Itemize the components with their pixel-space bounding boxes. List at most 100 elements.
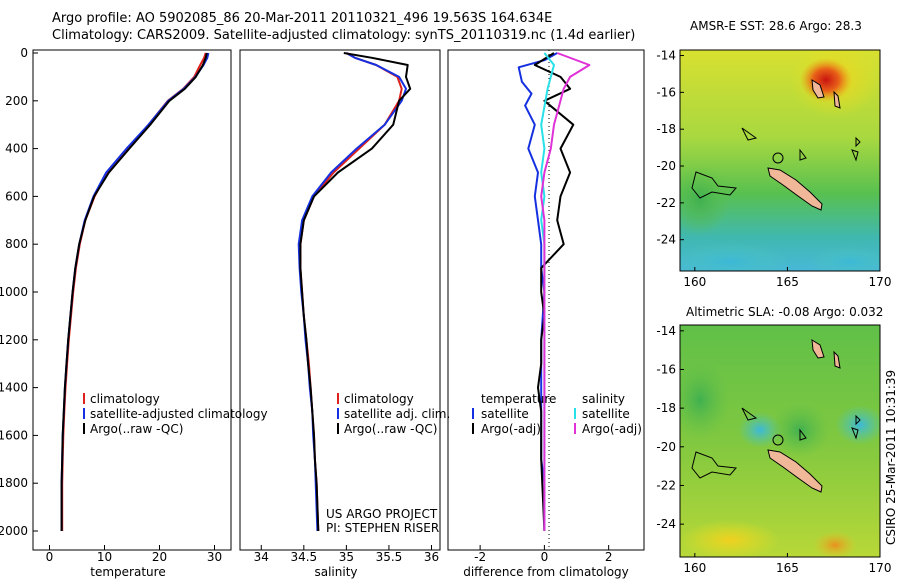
difference-panel-frame: [447, 49, 645, 551]
legend-label-temp-satellite: satellite: [481, 407, 529, 421]
map-y-tick-label: -22: [656, 478, 676, 492]
legend-label-satellite: satellite adj. clim.: [344, 407, 450, 421]
series-line-salinity-argo-adj: [540, 52, 591, 531]
x-tick-label: 34: [254, 550, 269, 564]
map-x-tick-label: 160: [683, 275, 706, 289]
map-y-tick-label: -18: [656, 122, 676, 136]
sst-green-patch: [680, 165, 730, 235]
series-line-satellite-adjusted-climatology: [60, 52, 210, 531]
depth-tick-label: 1400: [0, 381, 28, 395]
x-axes: 0 10 20 30 34 34.5 35 35.5 36 -2 0 2: [46, 545, 613, 564]
x-tick-label: 30: [207, 550, 222, 564]
legend-label-argo: Argo(..raw -QC): [90, 422, 183, 436]
x-tick-label: 0: [46, 550, 54, 564]
reef-outline: [691, 451, 737, 479]
sla-green-patch-west: [680, 360, 730, 440]
x-tick-label: -2: [474, 550, 486, 564]
temperature-legend: climatology satellite-adjusted climatolo…: [83, 392, 268, 436]
difference-profiles: [517, 52, 591, 532]
x-tick-label: 10: [97, 550, 112, 564]
map-y-tick-label: -24: [656, 233, 676, 247]
sst-map: [680, 50, 880, 271]
salinity-panel-frame: [239, 49, 441, 551]
depth-tick-label: 600: [5, 189, 28, 203]
legend-heading-temperature: temperature: [481, 392, 556, 406]
legend-label-sal-argo: Argo(-adj): [582, 422, 642, 436]
x-tick-label: 35.5: [376, 550, 403, 564]
sla-map-axes: 160 165 170 -14 -16 -18 -20 -22 -24: [656, 324, 891, 575]
credit-project: US ARGO PROJECT: [326, 507, 438, 521]
map-y-tick-label: -18: [656, 401, 676, 415]
depth-tick-label: 1800: [0, 476, 28, 490]
csiro-timestamp: CSIRO 25-Mar-2011 10:31:39: [884, 369, 898, 545]
project-credit: US ARGO PROJECT PI: STEPHEN RISER: [326, 507, 439, 535]
map-x-tick-label: 170: [869, 561, 892, 575]
map-y-tick-label: -16: [656, 362, 676, 376]
x-tick-label: 0: [541, 550, 549, 564]
map-x-tick-label: 160: [683, 561, 706, 575]
sla-cool-patch: [738, 412, 782, 448]
sst-map-title: AMSR-E SST: 28.6 Argo: 28.3: [690, 19, 862, 33]
map-x-tick-label: 165: [776, 561, 799, 575]
difference-xlabel: difference from climatology: [463, 565, 629, 579]
reef-outline: [691, 171, 737, 199]
sst-cool-patch: [680, 242, 790, 271]
depth-tick-label: 2000: [0, 524, 28, 538]
depth-tick-label: 1000: [0, 285, 28, 299]
map-x-tick-label: 170: [869, 275, 892, 289]
sst-map-frame: [679, 49, 881, 272]
sla-map-title: Altimetric SLA: -0.08 Argo: 0.032: [686, 305, 884, 319]
series-line-climatology: [61, 52, 207, 531]
legend-label-satellite: satellite-adjusted climatology: [90, 407, 268, 421]
depth-tick-label: 200: [5, 94, 28, 108]
series-line-temperature-argo-adj: [533, 52, 575, 532]
small-islands: [741, 407, 861, 441]
salinity-xlabel: salinity: [314, 565, 357, 579]
temperature-xlabel: temperature: [90, 565, 165, 579]
map-x-tick-label: 165: [776, 275, 799, 289]
x-tick-label: 20: [152, 550, 167, 564]
argo-profile-marker: [772, 434, 784, 446]
temperature-panel-frame: [32, 49, 232, 551]
legend-label-climatology: climatology: [90, 392, 160, 406]
credit-pi: PI: STEPHEN RISER: [326, 521, 440, 535]
salinity-legend: climatology satellite adj. clim. Argo(..…: [337, 392, 450, 436]
depth-tick-label: 800: [5, 237, 28, 251]
new-caledonia-island: [767, 449, 823, 493]
series-line-salinity-satellite: [540, 52, 555, 531]
vanuatu-island: [811, 79, 825, 99]
depth-axis: 0 200 400 600 800 1000 1200 1400 1600 1800 2000: [0, 46, 38, 538]
sla-map: [680, 325, 880, 557]
legend-label-argo: Argo(..raw -QC): [344, 422, 437, 436]
vanuatu-island-south: [833, 90, 841, 109]
map-y-tick-label: -20: [656, 440, 676, 454]
series-line-argo-raw-qc: [299, 52, 412, 532]
difference-legend: temperature satellite Argo(-adj) salinit…: [472, 392, 642, 436]
x-tick-label: 36: [424, 550, 439, 564]
climatology-subtitle: Climatology: CARS2009. Satellite-adjuste…: [52, 28, 636, 43]
sst-hot-patch: [800, 58, 852, 102]
x-tick-label: 35: [339, 550, 354, 564]
legend-label-climatology: climatology: [344, 392, 414, 406]
x-tick-label: 2: [605, 550, 613, 564]
depth-tick-label: 0: [20, 46, 28, 60]
map-y-tick-label: -16: [656, 85, 676, 99]
new-caledonia-island: [767, 167, 823, 211]
map-y-tick-label: -14: [656, 324, 676, 338]
legend-heading-salinity: salinity: [582, 392, 625, 406]
vanuatu-island-south: [833, 350, 841, 369]
map-y-tick-label: -22: [656, 196, 676, 210]
vanuatu-island: [811, 339, 825, 359]
depth-tick-label: 1200: [0, 333, 28, 347]
profile-title: Argo profile: AO 5902085_86 20-Mar-2011 …: [52, 11, 553, 26]
depth-tick-label: 400: [5, 142, 28, 156]
series-line-temperature-satellite: [517, 52, 558, 531]
sst-map-axes: 160 165 170 -14 -16 -18 -20 -22 -24: [656, 49, 891, 289]
sla-map-frame: [679, 324, 881, 558]
map-y-tick-label: -24: [656, 517, 676, 531]
salinity-profiles: [297, 52, 412, 532]
x-tick-label: 34.5: [290, 550, 317, 564]
sst-cool-patch-east: [810, 246, 880, 271]
legend-label-sal-satellite: satellite: [582, 407, 630, 421]
